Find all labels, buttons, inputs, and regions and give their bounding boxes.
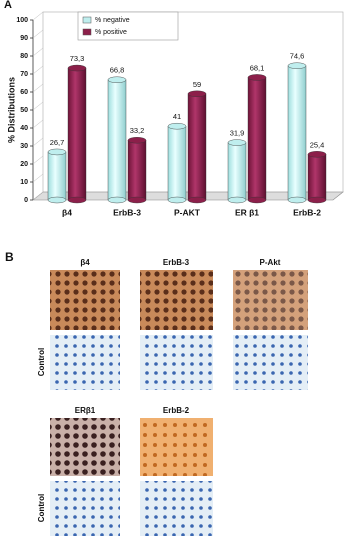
bar-top (67, 64, 87, 72)
bar-base (47, 196, 67, 204)
bar-base (227, 196, 247, 204)
y-tick-label: 30 (20, 143, 28, 150)
image-label: P-Akt (260, 258, 281, 267)
bar-base (247, 196, 267, 204)
value-label: 41 (173, 112, 181, 121)
y-tick-label: 60 (20, 89, 28, 96)
grid-line (32, 155, 44, 165)
grid-line (32, 65, 44, 75)
x-tick-label: β4 (62, 207, 72, 217)
y-tick-label: 80 (20, 53, 28, 60)
bar (247, 77, 267, 201)
bar (107, 79, 127, 201)
value-label: 25,4 (310, 140, 325, 149)
value-label: 59 (193, 80, 201, 89)
bar-top (287, 62, 307, 69)
image-label: ERβ1 (75, 406, 96, 415)
bar-top (107, 76, 127, 83)
row-label: Control (37, 348, 46, 376)
grid-line (32, 29, 44, 39)
legend-box (77, 11, 179, 41)
micrograph (233, 335, 308, 390)
bar (67, 67, 87, 201)
bar-top (167, 122, 187, 130)
y-axis-label: % Distributions (6, 77, 16, 143)
value-label: 33,2 (130, 126, 145, 135)
value-label: 74,6 (290, 52, 305, 61)
grid-line (32, 191, 44, 201)
grid-line (32, 119, 44, 129)
bar (167, 125, 187, 201)
value-label: 73,3 (70, 54, 85, 63)
panel-label: B (5, 250, 14, 264)
bar (227, 142, 247, 201)
y-tick-label: 40 (20, 125, 28, 132)
y-tick-label: 0 (24, 197, 28, 204)
panel-label: A (4, 0, 12, 11)
bar (187, 93, 207, 201)
bar-base (287, 196, 307, 204)
y-tick-label: 70 (20, 71, 28, 78)
y-tick-label: 50 (20, 107, 28, 114)
y-tick-label: 20 (20, 161, 28, 168)
bar-base (307, 196, 327, 204)
bar-base (167, 196, 187, 204)
bar-top (307, 151, 327, 158)
bar (47, 151, 67, 201)
legend-swatch (82, 16, 92, 24)
grid-line (32, 101, 44, 111)
y-tick-label: 10 (20, 179, 28, 186)
bar-top (47, 148, 67, 156)
micrograph (233, 270, 308, 330)
x-tick-label: P-AKT (174, 207, 201, 217)
value-label: 68,1 (250, 63, 265, 72)
micrograph (140, 335, 213, 390)
bar-top (227, 139, 247, 146)
y-tick-label: 100 (16, 17, 28, 24)
micrograph (50, 481, 120, 536)
bar (127, 140, 147, 201)
grid-line (32, 137, 44, 147)
micrograph (140, 270, 213, 330)
panel-b: B β4 ErbB-3 P-Akt Control ERβ1 ErbB-2 Co… (5, 250, 308, 536)
x-tick-label: ErbB-3 (113, 207, 141, 217)
micrograph (140, 418, 213, 476)
value-label: 31,9 (230, 129, 245, 138)
bar-base (67, 196, 87, 204)
value-label: 26,7 (50, 138, 65, 147)
image-label: ErbB-2 (163, 406, 190, 415)
bar-base (107, 196, 127, 204)
legend-label: % positive (95, 29, 127, 36)
micrograph (50, 418, 120, 476)
bar-base (127, 196, 147, 204)
value-label: 66,8 (110, 66, 125, 75)
x-tick-label: ER β1 (235, 207, 259, 217)
grid-line (32, 173, 44, 183)
bar-top (247, 74, 267, 81)
image-label: β4 (80, 258, 90, 267)
chart: A % Distributions 0 10 20 30 40 50 60 70 80 90 100… (4, 0, 344, 217)
micrograph (50, 335, 120, 390)
bar-base (187, 196, 207, 204)
grid-line (32, 83, 44, 93)
x-tick-label: ErbB-2 (293, 207, 321, 217)
micrograph (140, 481, 213, 536)
bar (287, 65, 307, 201)
grid-line (32, 47, 44, 57)
legend-swatch (82, 28, 92, 36)
bar-top (187, 90, 207, 98)
micrograph (50, 270, 120, 330)
legend-label: % negative (95, 17, 130, 24)
bar-top (127, 137, 147, 144)
image-label: ErbB-3 (163, 258, 190, 267)
bar (307, 154, 327, 201)
row-label: Control (37, 494, 46, 522)
grid-line (32, 11, 44, 21)
y-tick-label: 90 (20, 35, 28, 42)
